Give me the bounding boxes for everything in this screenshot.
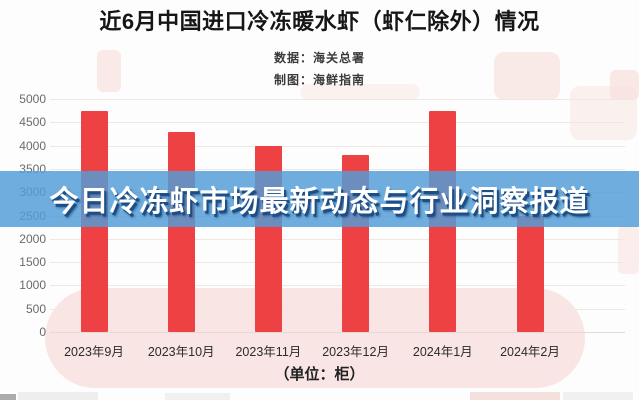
gridline [50,145,625,147]
x-axis-tick-label: 2024年2月 [500,345,560,359]
y-axis-tick-label: 1000 [19,278,46,293]
x-axis-tick-label: 2024年1月 [412,345,473,359]
bar-2023年10月 [167,131,195,332]
y-axis-tick-label: 0 [39,325,46,339]
bar-2024年2月 [516,215,544,332]
gridline [50,99,625,100]
gridline [50,168,625,170]
x-axis-tick-label: 2023年10月 [147,345,215,359]
chart-credit-line: 制图：海鲜指南 [273,73,365,87]
headline-text: 今日冷冻虾市场最新动态与行业洞察报道 [49,186,590,218]
y-axis-tick-label: 4500 [19,115,46,130]
y-axis-tick-label: 4000 [19,138,46,153]
data-source-line: 数据：海关总署 [273,51,365,65]
gridline [50,285,625,287]
gridline [50,238,625,240]
y-axis-tick-label: 1500 [19,255,46,270]
y-axis-tick-label: 5000 [19,92,46,106]
gridline [50,332,625,333]
x-axis-tick-label: 2023年12月 [322,345,389,359]
x-axis-tick-label: 2023年9月 [64,345,124,359]
unit-label: （单位：柜） [274,366,365,383]
headline-overlay-banner: 今日冷冻虾市场最新动态与行业洞察报道 [0,171,639,227]
chart-title: 近6月中国进口冷冻暖水虾（虾仁除外）情况 [99,9,540,34]
gridline [50,122,625,124]
gridline [50,262,625,264]
x-axis-tick-label: 2023年11月 [235,345,302,359]
y-axis-tick-label: 500 [25,301,46,316]
y-axis-tick-label: 2000 [19,231,46,246]
